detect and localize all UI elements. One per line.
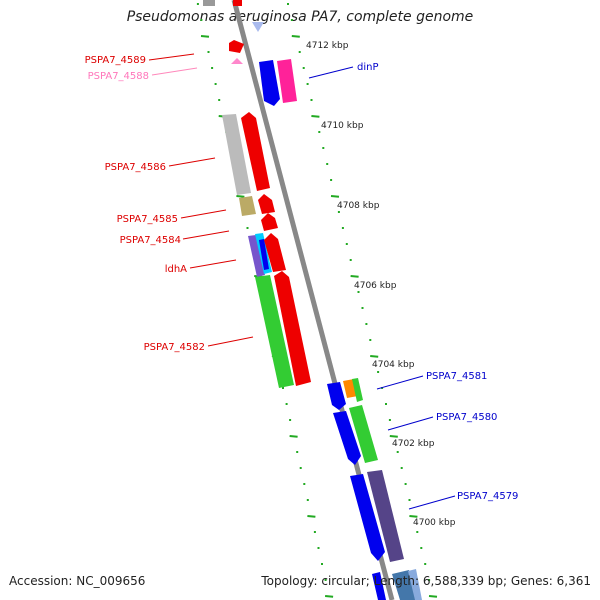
label-callouts <box>148 53 456 510</box>
inner-tick <box>307 515 316 518</box>
gene-label: PSPA7_4582 <box>144 342 205 353</box>
callout-pspa7-4586 <box>168 157 216 167</box>
gene-feature-top-red <box>233 0 242 6</box>
gene-feature-lime <box>352 378 363 402</box>
outer-tick <box>370 355 379 358</box>
gene-label: PSPA7_4580 <box>436 412 497 423</box>
accession-label: Accession: NC_009656 <box>9 574 146 588</box>
outer-tick <box>389 435 398 438</box>
inner-tick <box>236 195 245 198</box>
gene-label: PSPA7_4579 <box>457 491 518 502</box>
inner-tick <box>200 35 210 38</box>
callout-pspa7-4579 <box>408 495 456 510</box>
gene-feature-olive <box>239 196 256 216</box>
outer-tick <box>291 35 300 38</box>
scale-labels: 4712 kbp 4710 kbp 4708 kbp 4706 kbp 4704… <box>306 41 456 528</box>
scale-label: 4710 kbp <box>321 121 364 131</box>
scale-label: 4706 kbp <box>354 281 397 291</box>
gene-feature-pspa7-4579 <box>350 474 385 561</box>
gene-feature-pspa7-4582-green <box>255 275 294 388</box>
outer-tick <box>428 595 438 598</box>
callout-pspa7-4585 <box>180 209 227 219</box>
gene-features <box>203 0 422 600</box>
callout-pspa7-4581 <box>376 375 424 390</box>
scale-label: 4700 kbp <box>413 518 456 528</box>
gene-label: PSPA7_4585 <box>117 214 178 225</box>
callout-pspa7-4584 <box>182 230 230 240</box>
gene-label: PSPA7_4581 <box>426 371 487 382</box>
gene-feature-ldha-purple <box>248 235 265 277</box>
outer-tick-marks <box>287 3 438 598</box>
scale-label: 4704 kbp <box>372 360 415 370</box>
gene-labels: PSPA7_4589 PSPA7_4588 dinP PSPA7_4586 PS… <box>85 55 519 502</box>
inner-tick <box>325 595 334 598</box>
gene-label: dinP <box>357 62 379 73</box>
gene-feature-pspa7-4582-red <box>274 271 311 386</box>
gene-feature-pspa7-4589 <box>229 40 244 53</box>
gene-feature-bottom-blue <box>372 572 386 600</box>
outer-tick <box>350 275 359 278</box>
scale-label: 4708 kbp <box>337 201 380 211</box>
scale-label: 4712 kbp <box>306 41 349 51</box>
callout-pspa7-4582 <box>207 336 254 347</box>
gene-feature-green-4580 <box>349 405 378 463</box>
gene-label: PSPA7_4588 <box>88 71 149 82</box>
gene-feature-top-grey <box>203 0 215 6</box>
gene-label: PSPA7_4584 <box>120 235 181 246</box>
gene-feature-pspa7-4588 <box>231 58 243 64</box>
gene-feature-magenta <box>277 59 297 103</box>
gene-feature-pspa7-4580 <box>333 411 361 465</box>
callout-pspa7-4580 <box>387 416 434 431</box>
gene-feature-ldha-red <box>264 233 286 272</box>
genome-stats-label: Topology: circular; Length: 6,588,339 bp… <box>261 574 591 588</box>
gene-feature-bottom-pale <box>408 569 422 600</box>
gene-feature-purple-4579 <box>367 470 404 562</box>
gene-label: PSPA7_4586 <box>105 162 166 173</box>
callout-ldha <box>189 259 237 269</box>
callout-dinp <box>308 66 354 79</box>
outer-tick <box>409 515 418 518</box>
gene-feature-pspa7-4585 <box>258 194 275 214</box>
scale-label: 4702 kbp <box>392 439 435 449</box>
gene-feature-ldha-blue <box>259 239 269 270</box>
gene-label: ldhA <box>165 264 187 275</box>
gene-feature-pspa7-4586 <box>241 112 270 191</box>
gene-feature-top-lavender <box>252 22 264 32</box>
gene-label: PSPA7_4589 <box>85 55 146 66</box>
callout-pspa7-4589 <box>148 53 195 61</box>
outer-tick <box>311 115 320 118</box>
callout-pspa7-4588 <box>151 67 198 76</box>
gene-feature-pspa7-4584 <box>261 213 278 231</box>
gene-feature-pspa7-4581 <box>327 382 346 410</box>
inner-tick <box>289 435 298 438</box>
outer-tick <box>330 195 340 198</box>
gene-feature-dinp <box>259 60 280 106</box>
map-title: Pseudomonas aeruginosa PA7, complete gen… <box>126 9 474 25</box>
gene-feature-grey <box>222 114 251 195</box>
